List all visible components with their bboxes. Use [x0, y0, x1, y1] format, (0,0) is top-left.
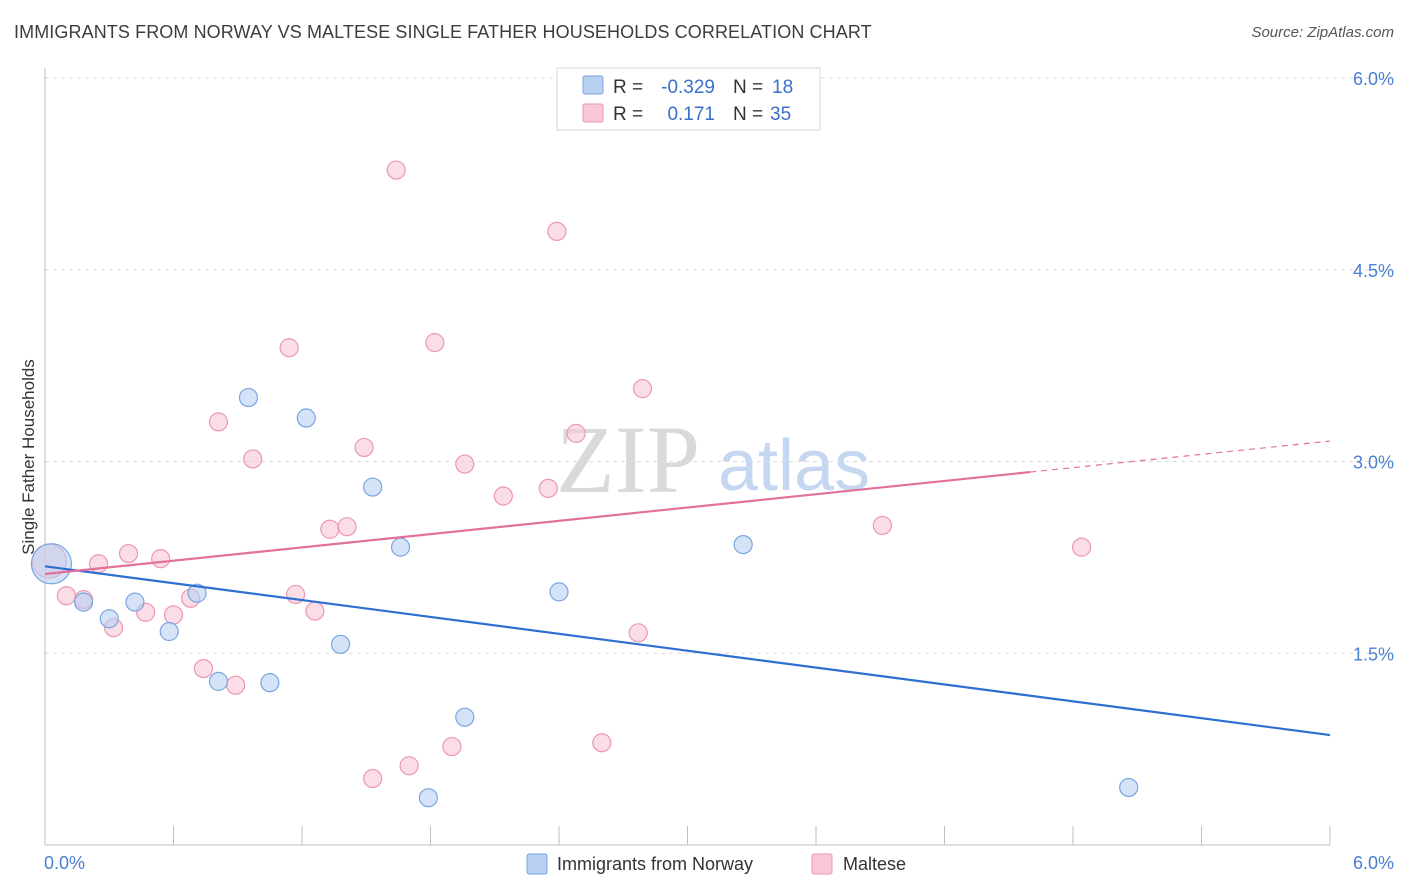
point-norway-8 [260, 673, 280, 693]
point-maltese-13 [243, 449, 263, 469]
point-maltese-20 [363, 768, 383, 789]
point-maltese-7 [151, 549, 171, 569]
watermark-atlas: atlas [718, 426, 870, 506]
point-norway-4 [159, 621, 179, 642]
y-axis-title: Single Father Households [19, 359, 38, 555]
point-maltese-23 [425, 333, 445, 353]
point-norway-5 [187, 583, 207, 603]
series-legend-label-maltese: Maltese [843, 854, 906, 874]
y-tick-label-1: 3.0% [1353, 453, 1394, 473]
legend-r-label-maltese: R = [613, 104, 643, 125]
y-tick-label-3: 6.0% [1353, 69, 1394, 89]
point-maltese-21 [386, 160, 406, 180]
legend-swatch-maltese [582, 103, 604, 123]
legend-r-label-norway: R = [613, 77, 643, 98]
point-maltese-25 [455, 454, 475, 474]
y-tick-label-0: 1.5% [1353, 644, 1394, 664]
y-tick-label-2: 4.5% [1353, 261, 1394, 281]
legend-r-value-norway: -0.329 [661, 77, 715, 98]
legend-n-value-norway: 18 [772, 77, 793, 98]
y-tick-labels: 1.5% 3.0% 4.5% 6.0% [1353, 69, 1394, 664]
point-maltese-5 [118, 543, 139, 564]
point-maltese-33 [872, 515, 892, 536]
point-maltese-22 [399, 756, 419, 776]
point-maltese-34 [1071, 537, 1092, 557]
x-tick-label-max: 6.0% [1353, 853, 1394, 873]
series-norway-points [30, 387, 1139, 808]
point-maltese-31 [628, 623, 648, 643]
point-norway-7 [238, 387, 259, 408]
legend-swatch-norway [582, 75, 604, 95]
point-norway-1 [73, 592, 94, 612]
point-maltese-11 [208, 412, 229, 432]
x-ticks [44, 826, 1331, 845]
point-maltese-30 [592, 733, 612, 753]
trend-line-maltese-extension [1030, 440, 1331, 473]
point-norway-0 [30, 543, 73, 585]
stats-legend: R = -0.329 N = 18 R = 0.171 N = 35 [556, 67, 821, 131]
series-legend-swatch-norway [526, 853, 548, 875]
watermark: ZIP atlas [556, 406, 870, 513]
watermark-zip: ZIP [556, 406, 700, 513]
point-maltese-8 [163, 605, 184, 625]
legend-n-label-maltese: N = [733, 104, 763, 125]
point-maltese-10 [193, 658, 214, 679]
point-maltese-24 [442, 736, 462, 757]
point-norway-15 [549, 582, 569, 602]
point-norway-9 [296, 408, 316, 428]
point-norway-16 [733, 534, 753, 555]
series-legend: Immigrants from Norway Maltese [526, 853, 906, 875]
trend-line-maltese [44, 470, 1031, 576]
point-norway-11 [363, 477, 383, 497]
point-maltese-18 [337, 517, 357, 537]
x-tick-label-min: 0.0% [44, 853, 85, 873]
point-norway-12 [390, 537, 411, 557]
chart-title: IMMIGRANTS FROM NORWAY VS MALTESE SINGLE… [14, 22, 872, 42]
point-norway-17 [1119, 777, 1139, 798]
point-norway-6 [208, 671, 229, 691]
legend-r-value-maltese: 0.171 [667, 104, 715, 125]
point-norway-10 [330, 634, 351, 654]
legend-n-label-norway: N = [733, 77, 763, 98]
source-label: Source: ZipAtlas.com [1251, 24, 1394, 41]
point-maltese-32 [632, 379, 653, 399]
point-norway-14 [455, 707, 475, 727]
point-maltese-17 [320, 519, 340, 539]
trend-line-norway [44, 565, 1331, 737]
point-maltese-27 [538, 478, 558, 498]
legend-n-value-maltese: 35 [770, 104, 791, 125]
point-norway-2 [99, 609, 119, 629]
point-norway-3 [125, 592, 145, 612]
series-legend-swatch-maltese [811, 853, 833, 875]
point-norway-13 [418, 788, 438, 808]
point-maltese-29 [566, 423, 586, 443]
point-maltese-19 [354, 437, 374, 458]
point-maltese-28 [547, 221, 567, 241]
point-maltese-12 [226, 675, 246, 695]
grid-lines [45, 77, 1392, 654]
point-maltese-26 [493, 486, 513, 506]
point-maltese-16 [305, 601, 325, 621]
point-maltese-1 [56, 586, 77, 606]
trend-lines [44, 440, 1331, 737]
series-legend-label-norway: Immigrants from Norway [557, 854, 753, 874]
point-maltese-14 [279, 338, 299, 358]
